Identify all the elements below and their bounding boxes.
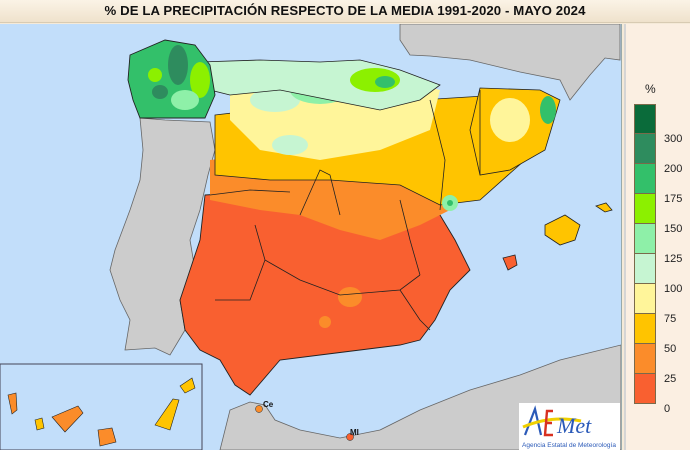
green-patch	[540, 96, 556, 124]
legend-swatch	[634, 314, 656, 344]
spain-south-region	[179, 189, 471, 396]
legend-swatch	[634, 344, 656, 374]
lime-patch	[190, 62, 210, 98]
map-panel: Ce MI	[0, 24, 622, 450]
ceuta-label: Ce	[263, 400, 274, 409]
mallorca-island	[544, 214, 581, 246]
legend-label: 75	[664, 313, 677, 325]
canary-island	[51, 405, 84, 433]
legend-swatch	[634, 104, 656, 134]
canary-island	[97, 427, 117, 447]
svg-text:Met: Met	[556, 413, 592, 438]
light-green-patch	[171, 90, 199, 110]
menorca-island	[595, 202, 613, 213]
melilla-marker	[346, 433, 354, 441]
legend-label: 0	[664, 403, 671, 415]
canary-island	[34, 417, 45, 431]
map-title: % DE LA PRECIPITACIÓN RESPECTO DE LA MED…	[104, 3, 586, 18]
green-patch	[375, 76, 395, 88]
legend-label: 50	[664, 343, 677, 355]
aemet-logo: Met Agencia Estatal de Meteorología	[519, 403, 620, 450]
canary-island	[154, 398, 180, 431]
regional-boundaries	[209, 90, 481, 331]
legend-swatch	[634, 224, 656, 254]
light-green-patch	[272, 135, 308, 155]
legend-swatch	[634, 164, 656, 194]
ceuta-marker	[255, 405, 263, 413]
melilla-label: MI	[350, 428, 359, 437]
legend-swatch	[634, 194, 656, 224]
orange-spot	[319, 316, 331, 328]
canary-island	[179, 377, 196, 394]
legend-label: 200	[664, 163, 683, 175]
dark-green-patch	[168, 45, 188, 85]
lime-patch	[148, 68, 162, 82]
legend-unit: %	[645, 82, 656, 96]
legend-label: 25	[664, 373, 677, 385]
legend-swatch	[634, 284, 656, 314]
dark-green-patch	[152, 85, 168, 99]
green-spot-center	[447, 200, 453, 206]
canary-island	[7, 392, 18, 415]
precipitation-map	[0, 24, 621, 450]
legend-label: 125	[664, 253, 683, 265]
portugal-landmass	[109, 117, 216, 356]
aemet-logo-icon: Met	[522, 405, 592, 438]
light-green-patch	[250, 88, 300, 112]
aemet-logo-subtitle: Agencia Estatal de Meteorología	[522, 442, 616, 449]
legend-swatch	[634, 254, 656, 284]
title-bar: % DE LA PRECIPITACIÓN RESPECTO DE LA MED…	[0, 0, 690, 23]
france-landmass	[399, 24, 621, 101]
pale-yellow-patch	[490, 98, 530, 142]
legend-label: 175	[664, 193, 683, 205]
legend-label: 100	[664, 283, 683, 295]
ibiza-island	[502, 254, 518, 271]
legend-swatches	[634, 104, 656, 404]
orange-spot	[338, 287, 362, 307]
legend-label: 300	[664, 133, 683, 145]
legend-panel: % 300 200 175 150 125 100 75 50 25 0	[624, 24, 690, 450]
legend-swatch	[634, 134, 656, 164]
legend-label: 150	[664, 223, 683, 235]
legend-swatch	[634, 374, 656, 404]
